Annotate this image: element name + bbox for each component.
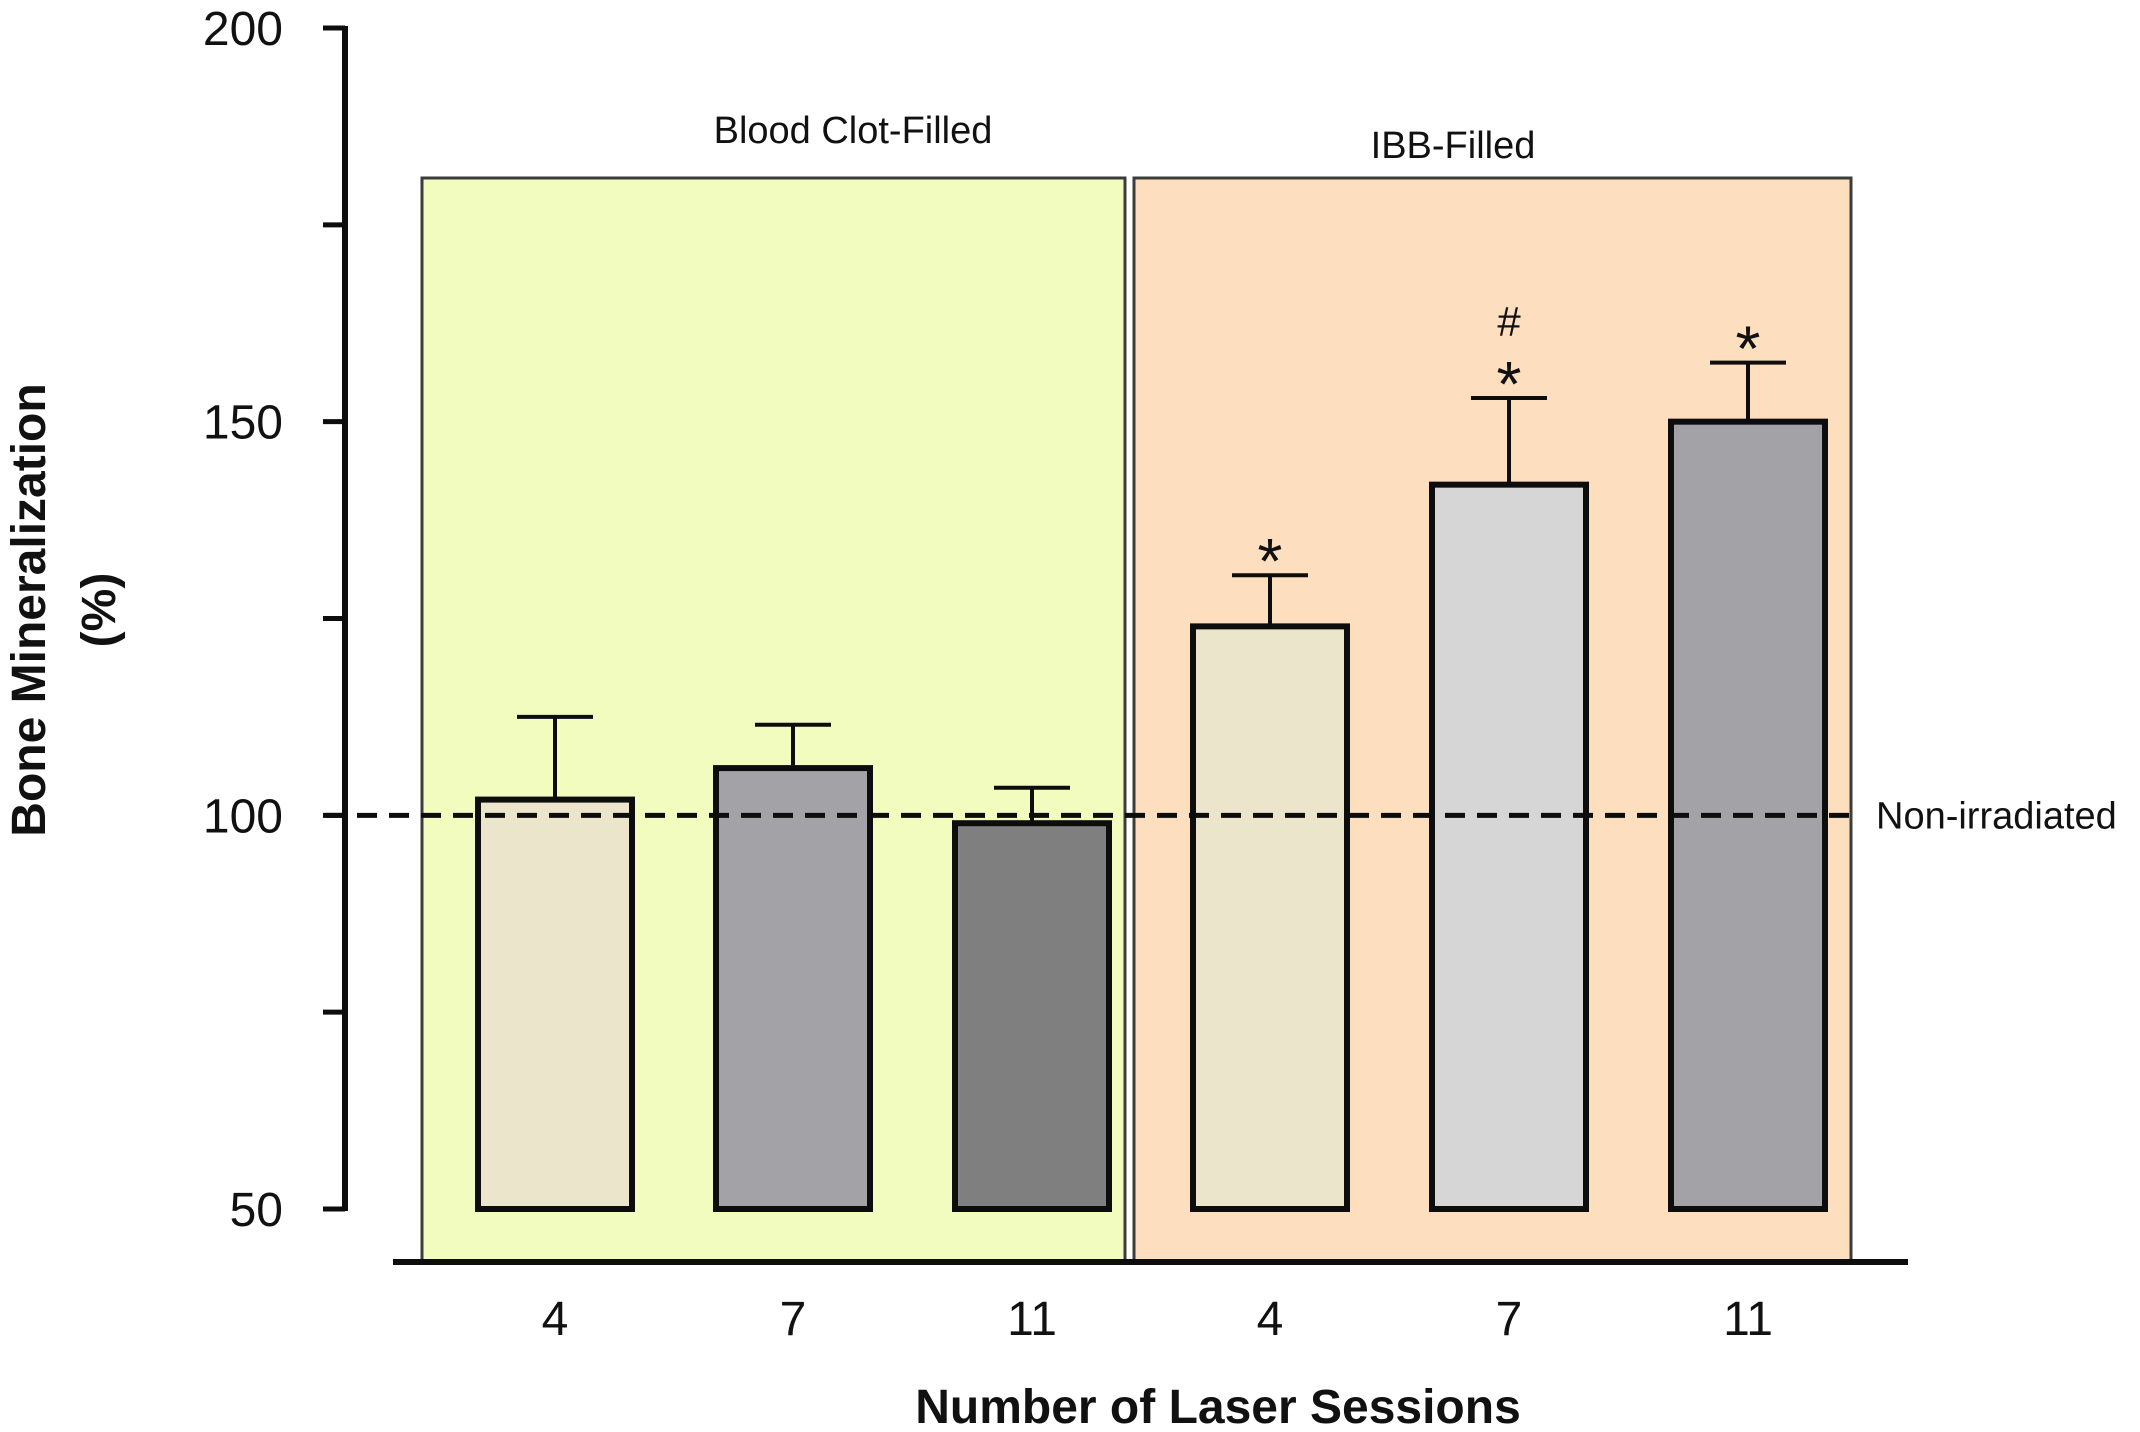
group-label-2: IBB-Filled — [1371, 125, 1536, 167]
x-tick-label-6: 11 — [1723, 1293, 1773, 1346]
significance-star-6: * — [1736, 313, 1761, 385]
y-axis-title-line1: Bone Mineralization — [3, 383, 56, 836]
x-tick-label-2: 7 — [780, 1293, 807, 1346]
group-label-1: Blood Clot-Filled — [714, 110, 993, 152]
y-tick-label-50: 50 — [230, 1184, 283, 1237]
significance-star-5: * — [1497, 348, 1522, 420]
x-axis-title: Number of Laser Sessions — [915, 1381, 1521, 1432]
group-panels: Blood Clot-Filled IBB-Filled — [420, 110, 1853, 1265]
y-tick-label-100: 100 — [203, 790, 283, 843]
bar-3 — [952, 820, 1112, 1212]
bar-1 — [475, 796, 635, 1212]
axes-layer: 50 100 150 200 4 7 11 4 7 11 — [203, 3, 1908, 1346]
significance-hash-5: # — [1497, 298, 1521, 345]
bar-5 — [1429, 481, 1589, 1212]
x-tick-label-1: 4 — [542, 1293, 569, 1346]
x-tick-label-5: 7 — [1496, 1293, 1523, 1346]
x-tick-label-3: 11 — [1007, 1293, 1057, 1346]
bar-2 — [713, 765, 873, 1212]
significance-star-4: * — [1258, 525, 1283, 597]
y-axis-title-line2: (%) — [73, 573, 126, 648]
reference-line-layer: Non-irradiated — [325, 795, 2117, 837]
y-tick-label-150: 150 — [203, 397, 283, 450]
x-tick-label-4: 4 — [1257, 1293, 1284, 1346]
reference-line-label: Non-irradiated — [1876, 795, 2117, 837]
y-tick-label-200: 200 — [203, 3, 283, 56]
bar-4 — [1190, 623, 1350, 1212]
bars-layer: **# * — [475, 298, 1828, 1212]
